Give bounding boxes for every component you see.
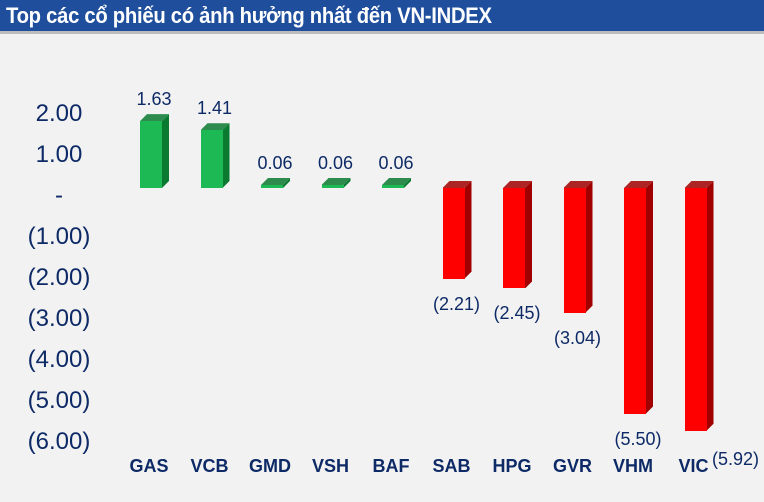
- data-label-vhm: (5.50): [614, 428, 662, 449]
- bar-gas: [140, 114, 169, 188]
- data-label-gmd: 0.06: [257, 153, 293, 173]
- bar-gmd: [261, 178, 290, 188]
- bar-vcb: [200, 123, 230, 188]
- y-tick-label: (3.00): [27, 305, 91, 332]
- data-label-vsh: 0.06: [317, 153, 354, 173]
- data-label-gvr: (3.04): [553, 327, 602, 348]
- chart-title-bar: Top các cổ phiếu có ảnh hưởng nhất đến V…: [0, 0, 764, 34]
- chart-title: Top các cổ phiếu có ảnh hưởng nhất đến V…: [6, 3, 492, 28]
- bar-hpg: [503, 181, 532, 289]
- y-tick-label: (1.00): [27, 223, 91, 250]
- data-label-gas: 1.63: [136, 89, 172, 110]
- data-label-hpg: (2.45): [493, 303, 541, 324]
- data-label-baf: 0.06: [378, 153, 414, 173]
- y-tick-label: (2.00): [27, 264, 91, 291]
- x-label-baf: BAF: [372, 456, 410, 476]
- data-label-vic: (5.92): [711, 449, 760, 469]
- data-label-sab: (2.21): [432, 293, 481, 314]
- y-tick-label: -: [55, 182, 63, 209]
- x-label-gas: GAS: [129, 456, 169, 476]
- y-tick-label: (5.00): [27, 387, 91, 414]
- bar-sab: [442, 181, 472, 279]
- y-tick-label: 2.00: [35, 100, 83, 127]
- bar-vic: [684, 181, 714, 431]
- x-label-hpg: HPG: [492, 456, 532, 476]
- bar-baf: [382, 178, 411, 188]
- bar-vsh: [321, 178, 351, 188]
- bar-gvr: [563, 181, 593, 313]
- x-label-vhm: VHM: [613, 456, 653, 476]
- x-label-gmd: GMD: [249, 456, 291, 476]
- bar-vhm: [624, 181, 653, 414]
- y-tick-label: 1.00: [35, 141, 83, 168]
- x-label-sab: SAB: [432, 456, 471, 476]
- data-label-vcb: 1.41: [196, 98, 233, 119]
- x-label-gvr: GVR: [552, 456, 592, 476]
- x-label-vsh: VSH: [311, 456, 349, 476]
- y-tick-label: (4.00): [27, 346, 91, 373]
- y-tick-label: (6.00): [27, 428, 91, 455]
- x-label-vic: VIC: [678, 456, 709, 476]
- x-label-vcb: VCB: [190, 456, 229, 476]
